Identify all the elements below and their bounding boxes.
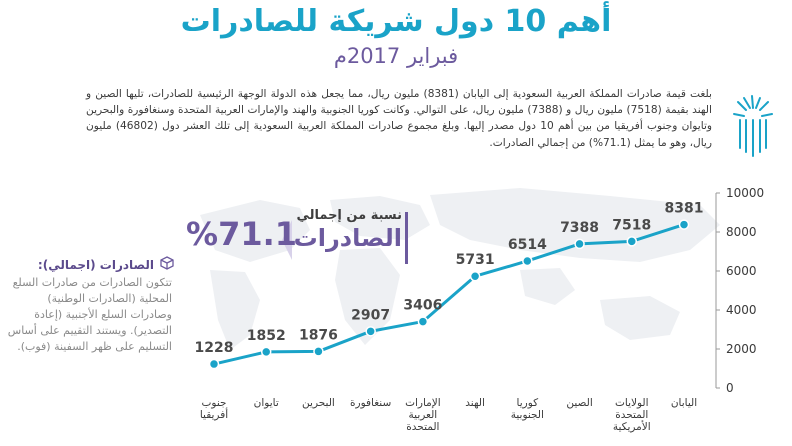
x-tick-label-line: كوريا <box>517 397 539 409</box>
x-tick-label-line: الهند <box>465 397 485 409</box>
x-tick-label-line: أفريقيا <box>200 407 228 421</box>
world-map-background <box>200 188 720 350</box>
x-tick-label-line: اليابان <box>671 397 697 409</box>
y-tick-label: 8000 <box>726 225 757 239</box>
callout-label-line2: الصادرات <box>293 224 402 252</box>
x-tick-label-line: المتحدة <box>615 409 648 421</box>
cube-icon <box>160 256 174 270</box>
x-tick-label: البحرين <box>302 397 335 409</box>
y-tick-label: 4000 <box>726 303 757 317</box>
data-point <box>522 255 533 267</box>
x-tick-label-line: الجنوبية <box>511 409 544 421</box>
page-title: أهم 10 دول شريكة للصادرات <box>180 4 612 39</box>
x-tick-label: الصين <box>566 397 592 409</box>
data-point <box>626 236 638 247</box>
data-label: 1228 <box>195 340 234 356</box>
x-tick-label-line: جنوب <box>202 397 227 409</box>
x-tick-label: الهند <box>465 397 485 409</box>
y-tick-label: 10000 <box>726 186 764 200</box>
callout-value: %71.1 <box>186 215 298 253</box>
y-tick-label: 0 <box>726 381 734 395</box>
data-label: 5731 <box>456 252 495 268</box>
data-point <box>678 219 690 230</box>
page-subtitle: فبراير 2017م <box>333 44 459 68</box>
x-tick-label: جنوب أفريقيا <box>200 397 228 421</box>
data-point <box>365 326 376 337</box>
data-label: 7388 <box>560 220 599 236</box>
y-axis: 0 2000 4000 6000 8000 10000 <box>715 186 764 395</box>
series-layer: 1228 1852 1876 2907 3406 5731 6514 7388 7518 8381 <box>195 201 704 370</box>
data-label: 8381 <box>665 201 704 217</box>
x-axis-labels: جنوب أفريقيا تايوان البحرين سنغافورة الإمارات… <box>200 397 697 433</box>
x-tick-label-line: الإمارات <box>405 397 441 409</box>
series-line <box>213 223 685 366</box>
data-point <box>469 270 481 282</box>
data-label: 2907 <box>351 307 390 323</box>
y-tick-label: 2000 <box>726 342 757 356</box>
x-tick-label: تايوان <box>254 397 279 409</box>
callout-accent-bar <box>405 212 408 264</box>
x-tick-label: سنغافورة <box>350 397 391 409</box>
data-point <box>260 346 272 358</box>
exports-definition-note: الصادرات (اجمالي): تتكون الصادرات من صاد… <box>6 256 174 355</box>
x-tick-label-line: الأمريكية <box>613 420 651 433</box>
x-tick-label-line: المتحدة <box>406 421 439 433</box>
data-point <box>208 358 220 370</box>
callout-label-line1: نسبة من إجمالي <box>296 208 402 223</box>
x-tick-label: كوريا الجنوبية <box>511 397 544 421</box>
x-tick-label: الإمارات العربية المتحدة <box>405 397 441 433</box>
data-point <box>417 316 429 327</box>
data-label: 3406 <box>403 298 442 314</box>
x-tick-label-line: تايوان <box>254 397 279 409</box>
data-point <box>574 238 585 250</box>
x-tick-label: اليابان <box>671 397 697 409</box>
intro-paragraph: بلغت قيمة صادرات المملكة العربية السعودي… <box>86 88 713 149</box>
share-callout: نسبة من إجمالي الصادرات %71.1 <box>186 208 408 270</box>
side-note-body: تتكون الصادرات من صادرات السلع المحلية (… <box>7 276 172 353</box>
x-tick-label-line: الولايات <box>615 397 649 409</box>
data-label: 1876 <box>299 327 338 343</box>
brand-logo-icon <box>733 95 773 157</box>
data-point <box>313 346 324 357</box>
y-tick-label: 6000 <box>726 264 757 278</box>
x-tick-label-line: العربية <box>409 409 438 421</box>
x-tick-label: الولايات المتحدة الأمريكية <box>613 397 651 433</box>
data-label: 7518 <box>612 217 651 233</box>
callout-arrow-icon <box>282 220 292 260</box>
x-tick-label-line: الصين <box>566 397 592 409</box>
x-tick-label-line: سنغافورة <box>350 397 391 409</box>
x-tick-label-line: البحرين <box>302 397 335 409</box>
data-label: 1852 <box>247 328 286 344</box>
data-label: 6514 <box>508 237 547 253</box>
side-note-title: الصادرات (اجمالي): <box>37 258 154 272</box>
